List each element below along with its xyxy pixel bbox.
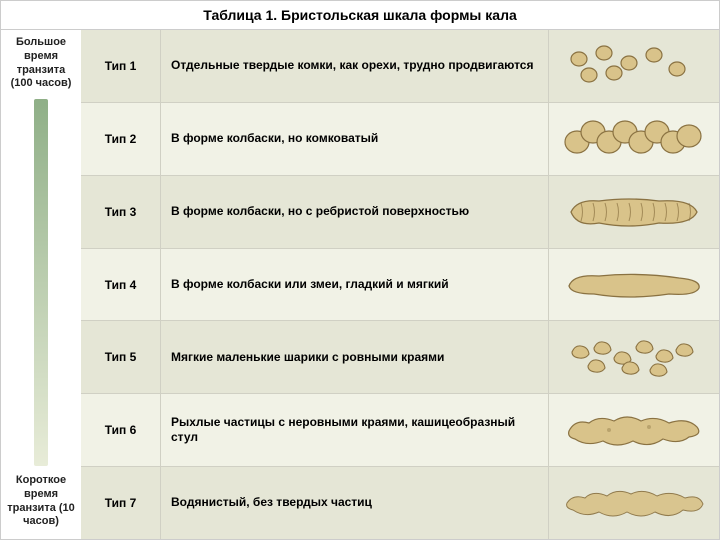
type-illustration (549, 467, 719, 539)
table-row: Тип 4В форме колбаски или змеи, гладкий … (81, 249, 719, 322)
table-body: Большое время транзита (100 часов) Корот… (1, 30, 719, 539)
table-row: Тип 1Отдельные твердые комки, как орехи,… (81, 30, 719, 103)
table-row: Тип 6Рыхлые частицы с неровными краями, … (81, 394, 719, 467)
type-description: В форме колбаски, но комковатый (161, 103, 549, 175)
chart-container: Таблица 1. Бристольская шкала формы кала… (0, 0, 720, 540)
type-description: Рыхлые частицы с неровными краями, кашиц… (161, 394, 549, 466)
sidebar-top-label: Большое время транзита (100 часов) (5, 36, 77, 91)
type-description: В форме колбаски или змеи, гладкий и мяг… (161, 249, 549, 321)
type-label: Тип 3 (81, 176, 161, 248)
type-illustration (549, 176, 719, 248)
table-title: Таблица 1. Бристольская шкала формы кала (1, 1, 719, 30)
table-row: Тип 3В форме колбаски, но с ребристой по… (81, 176, 719, 249)
type-label: Тип 4 (81, 249, 161, 321)
transit-gradient-bar (34, 99, 48, 466)
sidebar-bottom-label: Короткое время транзита (10 часов) (5, 474, 77, 529)
type-description: Отдельные твердые комки, как орехи, труд… (161, 30, 549, 102)
type-illustration (549, 321, 719, 393)
type-label: Тип 6 (81, 394, 161, 466)
type-label: Тип 1 (81, 30, 161, 102)
type-description: В форме колбаски, но с ребристой поверхн… (161, 176, 549, 248)
type-illustration (549, 394, 719, 466)
transit-sidebar: Большое время транзита (100 часов) Корот… (1, 30, 81, 539)
type-illustration (549, 249, 719, 321)
type-illustration (549, 103, 719, 175)
type-description: Мягкие маленькие шарики с ровными краями (161, 321, 549, 393)
type-illustration (549, 30, 719, 102)
type-label: Тип 2 (81, 103, 161, 175)
type-description: Водянистый, без твердых частиц (161, 467, 549, 539)
table-row: Тип 7Водянистый, без твердых частиц (81, 467, 719, 539)
type-label: Тип 5 (81, 321, 161, 393)
table-row: Тип 2В форме колбаски, но комковатый (81, 103, 719, 176)
bristol-table: Тип 1Отдельные твердые комки, как орехи,… (81, 30, 719, 539)
type-label: Тип 7 (81, 467, 161, 539)
table-row: Тип 5Мягкие маленькие шарики с ровными к… (81, 321, 719, 394)
